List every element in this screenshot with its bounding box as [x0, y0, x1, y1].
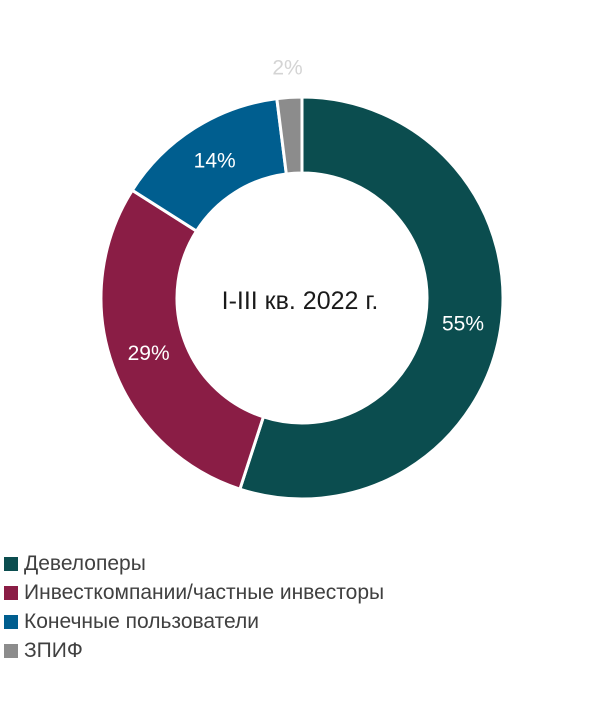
donut-chart: 55% 29% 14% 2% I-III кв. 2022 г. [99, 56, 505, 501]
legend-swatch [4, 556, 18, 571]
legend-label: Девелоперы [24, 551, 146, 575]
legend-label: ЗПИФ [24, 638, 83, 662]
legend-swatch [4, 585, 18, 600]
slice-2 [99, 188, 266, 492]
slice-label-2: 29% [128, 342, 170, 365]
legend-item-1: Девелоперы [4, 549, 384, 578]
slice-label-3: 14% [194, 149, 236, 172]
legend: Девелоперы Инвесткомпании/частные инвесто… [4, 549, 384, 665]
legend-swatch [4, 614, 18, 629]
slice-label-1: 55% [442, 312, 484, 335]
slice-label-4: 2% [272, 56, 302, 79]
legend-item-3: Конечные пользователи [4, 607, 384, 636]
legend-swatch [4, 643, 18, 658]
slice-4 [275, 95, 304, 176]
slice-labels: 55% 29% 14% 2% [128, 56, 484, 365]
legend-label: Инвесткомпании/частные инвесторы [24, 580, 385, 604]
legend-item-2: Инвесткомпании/частные инвесторы [4, 578, 384, 607]
legend-item-4: ЗПИФ [4, 636, 384, 665]
legend-label: Конечные пользователи [24, 609, 259, 633]
slice-1 [237, 95, 505, 501]
center-label: I-III кв. 2022 г. [222, 287, 379, 315]
donut-slices [99, 95, 505, 501]
